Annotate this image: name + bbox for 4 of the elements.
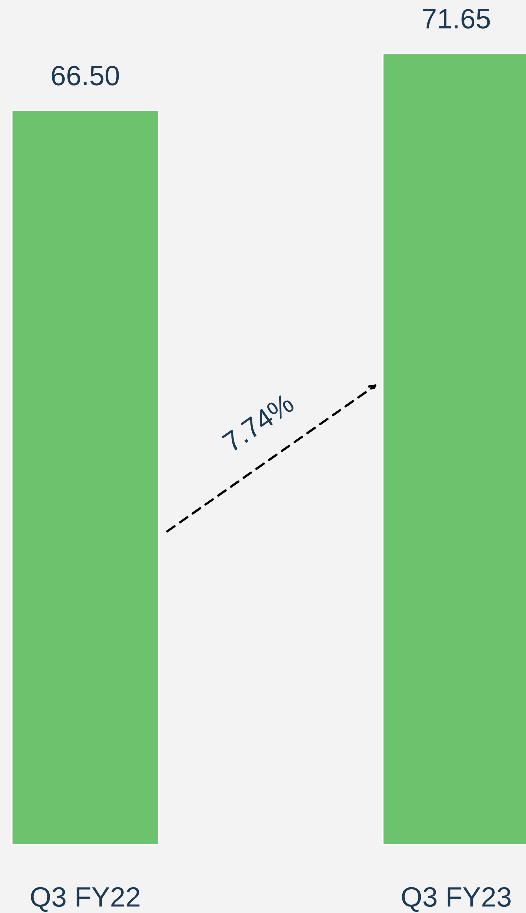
data-label: 71.65 [423,9,490,29]
data-label: 66.50 [52,66,120,86]
x-tick-label: Q3 FY22 [31,887,140,912]
x-tick-label: Q3 FY23 [402,887,511,912]
